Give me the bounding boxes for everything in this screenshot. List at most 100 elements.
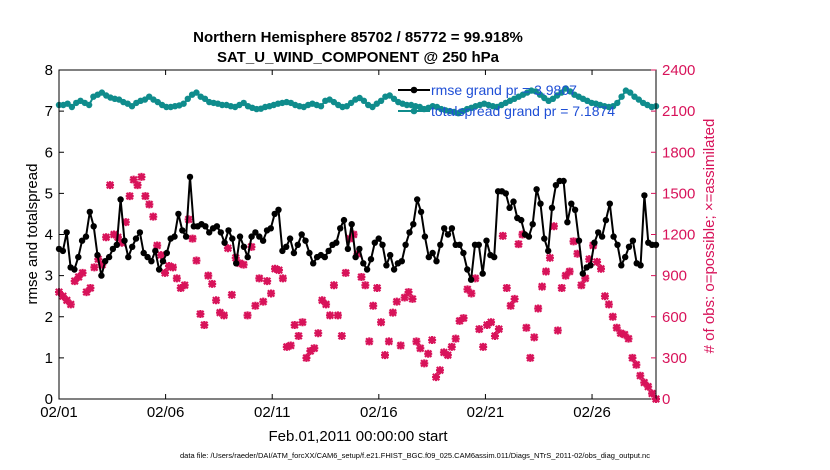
assimilated-point: [259, 297, 268, 306]
y-tick-label-right: 600: [662, 309, 687, 326]
assimilated-point: [278, 274, 287, 283]
assimilated-point: [149, 212, 158, 221]
y-tick-label: 5: [45, 185, 53, 202]
assimilated-point: [443, 351, 452, 360]
rmse-point: [398, 258, 405, 265]
rmse-point: [444, 231, 452, 238]
rmse-point: [275, 206, 282, 213]
totalspread-point: [614, 99, 621, 107]
assimilated-point: [490, 331, 499, 340]
rmse-point: [406, 229, 413, 236]
assimilated-point: [274, 266, 283, 275]
rmse-point: [618, 262, 625, 269]
assimilated-point: [78, 268, 87, 277]
rmse-point: [186, 173, 194, 181]
assimilated-point: [542, 267, 551, 276]
assimilated-point: [526, 353, 535, 362]
rmse-point: [379, 241, 386, 248]
assimilated-point: [161, 268, 170, 277]
assimilated-point: [243, 311, 252, 320]
axis-ticks: 02/01 02/06 02/11 02/16 02/21 02/26 0 1 2 3 4 5 6 7 8 0…: [40, 62, 695, 421]
rmse-point: [163, 249, 170, 257]
rmse-point: [356, 245, 363, 253]
assimilated-point: [212, 296, 221, 305]
rmse-point: [109, 245, 117, 253]
rmse-point: [290, 249, 298, 257]
rmse-point: [102, 258, 109, 265]
legend-spread-marker: [410, 107, 418, 115]
totalspread-point: [360, 97, 368, 105]
totalspread-point: [193, 89, 200, 96]
x-tick-label: 02/06: [147, 404, 185, 421]
assimilated-point: [553, 326, 562, 335]
rmse-point: [248, 233, 255, 240]
assimilated-point: [432, 373, 441, 382]
assimilated-point: [600, 292, 609, 301]
assimilated-point: [412, 337, 421, 346]
assimilated-point: [585, 255, 594, 264]
rmse-point: [340, 216, 348, 224]
rmse-point: [63, 229, 70, 236]
y-tick-label: 6: [45, 144, 53, 161]
assimilated-point: [70, 277, 79, 286]
rmse-point: [175, 210, 182, 218]
assimilated-point: [377, 318, 386, 327]
rmse-point: [506, 204, 513, 211]
totalspread-point: [618, 93, 625, 100]
assimilated-point: [483, 320, 492, 329]
rmse-point: [564, 219, 571, 226]
rmse-point: [267, 225, 274, 232]
assimilated-point: [545, 253, 554, 262]
rmse-point: [152, 247, 159, 255]
assimilated-point: [577, 281, 586, 290]
assimilated-point: [451, 334, 460, 343]
rmse-point: [363, 266, 371, 273]
rmse-point: [59, 247, 67, 255]
assimilated-point: [510, 294, 519, 303]
rmse-point: [229, 235, 236, 242]
assimilated-point: [306, 347, 315, 356]
rmse-point: [136, 229, 144, 236]
assimilated-point: [597, 264, 606, 273]
rmse-point: [360, 260, 367, 267]
rmse-point: [98, 272, 105, 279]
assimilated-point: [82, 288, 91, 297]
y-tick-label: 7: [45, 103, 53, 120]
y-tick-label: 8: [45, 62, 53, 79]
rmse-point: [568, 200, 575, 207]
rmse-point: [298, 231, 305, 238]
assimilated-point: [557, 283, 566, 292]
rmse-series: [55, 173, 660, 283]
assimilated-point: [204, 271, 213, 280]
y-tick-label-right: 2400: [662, 62, 695, 79]
y-tick-label-right: 1200: [662, 227, 695, 244]
rmse-point: [306, 249, 313, 257]
assimilated-point: [164, 262, 173, 271]
rmse-point: [387, 251, 394, 259]
rmse-point: [383, 262, 390, 269]
assimilated-point: [620, 330, 629, 339]
rmse-point: [614, 241, 621, 248]
assimilated-point: [373, 283, 382, 292]
assimilated-point: [428, 336, 437, 345]
assimilated-point: [447, 342, 456, 351]
assimilated-point: [310, 344, 319, 353]
rmse-point: [240, 243, 248, 250]
rmse-point: [221, 239, 228, 246]
y-tick-label: 0: [45, 391, 53, 408]
rmse-point: [182, 233, 190, 240]
assimilated-point: [200, 320, 209, 329]
rmse-point: [637, 262, 644, 269]
assimilated-point: [74, 272, 83, 281]
legend-rmse-marker: [410, 86, 418, 94]
assimilated-point: [137, 172, 146, 181]
assimilated-point: [561, 271, 570, 280]
rmse-point: [78, 237, 86, 244]
rmse-point: [179, 227, 186, 234]
y-tick-label-right: 1800: [662, 144, 695, 161]
assimilated-point: [565, 267, 574, 276]
assimilated-point: [298, 318, 307, 327]
assimilated-point: [184, 215, 193, 224]
assimilated-point: [408, 294, 417, 303]
